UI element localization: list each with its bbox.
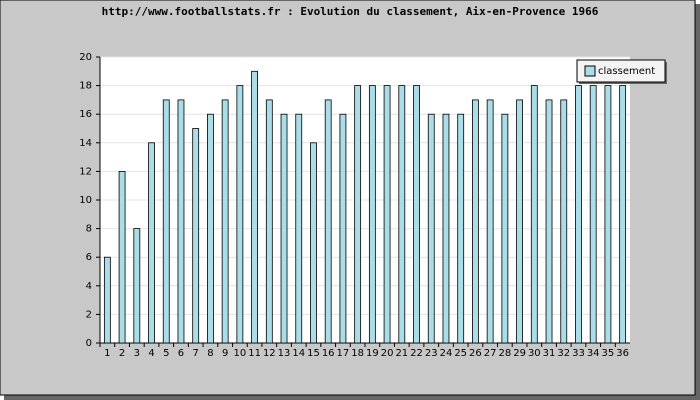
bar [457,113,465,344]
y-tick-label: 4 [86,281,92,292]
bar [383,85,391,344]
bar [207,113,214,344]
chart-title: http://www.footballstats.fr : Evolution … [102,5,599,18]
bar [619,85,627,344]
x-tick-label: 31 [543,348,556,359]
x-tick-label: 18 [351,348,364,359]
x-tick-label: 32 [557,348,570,359]
y-tick-label: 18 [79,81,92,92]
x-tick-label: 2 [119,348,125,359]
y-tick-label: 8 [86,224,92,235]
x-tick-label: 16 [322,348,335,359]
x-tick-label: 25 [454,348,467,359]
bar [324,99,332,344]
bar [516,99,523,344]
x-tick-label: 35 [602,348,615,359]
bar [530,85,538,344]
bar [413,85,420,344]
x-tick-label: 24 [440,348,453,359]
bar [280,113,288,344]
bar [398,85,406,344]
bar [251,70,258,344]
x-tick-label: 20 [381,348,394,359]
bar [221,99,229,344]
x-tick-label: 4 [148,348,154,359]
bar [545,99,553,344]
bar [589,85,597,344]
bar [339,113,347,344]
bar [177,99,185,344]
x-tick-label: 19 [366,348,379,359]
x-tick-label: 17 [337,348,350,359]
x-tick-label: 1 [104,348,110,359]
bar [575,85,582,344]
bar [192,128,200,344]
legend-swatch [584,65,596,77]
bar [427,113,435,344]
x-tick-label: 26 [469,348,482,359]
legend-label: classement [598,66,655,77]
x-tick-label: 7 [193,348,199,359]
y-tick-label: 16 [79,109,92,120]
y-tick-label: 12 [79,166,92,177]
x-tick-label: 14 [292,348,305,359]
x-tick-label: 15 [307,348,320,359]
y-tick-label: 10 [79,195,92,206]
x-tick-label: 12 [263,348,276,359]
x-tick-label: 28 [498,348,511,359]
x-tick-label: 5 [163,348,169,359]
bar [486,99,494,344]
x-tick-label: 21 [395,348,408,359]
bar [354,85,362,344]
bar [560,99,568,344]
x-tick-label: 13 [278,348,291,359]
bar [103,256,111,344]
bar [472,99,479,344]
x-tick-label: 11 [248,348,261,359]
x-tick-label: 6 [178,348,184,359]
bar [604,85,612,344]
bar [118,170,126,344]
bar [442,113,450,344]
bar [501,113,509,344]
bar [265,99,273,344]
x-tick-label: 22 [410,348,423,359]
x-tick-label: 36 [616,348,629,359]
y-tick-label: 14 [79,138,92,149]
x-tick-label: 3 [134,348,140,359]
x-tick-label: 30 [528,348,541,359]
y-tick-label: 20 [79,52,92,63]
y-tick-label: 6 [86,252,92,263]
bar [162,99,170,344]
x-tick-label: 27 [484,348,497,359]
x-tick-label: 33 [572,348,585,359]
x-tick-label: 9 [222,348,228,359]
y-tick-label: 0 [86,338,92,349]
y-tick-label: 2 [86,309,92,320]
legend-box [576,59,666,83]
x-tick-label: 29 [513,348,526,359]
bar [368,85,376,344]
bar [133,228,141,344]
bar [236,85,244,344]
bar [148,142,155,344]
bar [310,142,317,344]
x-tick-label: 10 [233,348,246,359]
x-tick-label: 34 [587,348,600,359]
bar [295,113,303,344]
x-tick-label: 23 [425,348,438,359]
x-tick-label: 8 [207,348,213,359]
